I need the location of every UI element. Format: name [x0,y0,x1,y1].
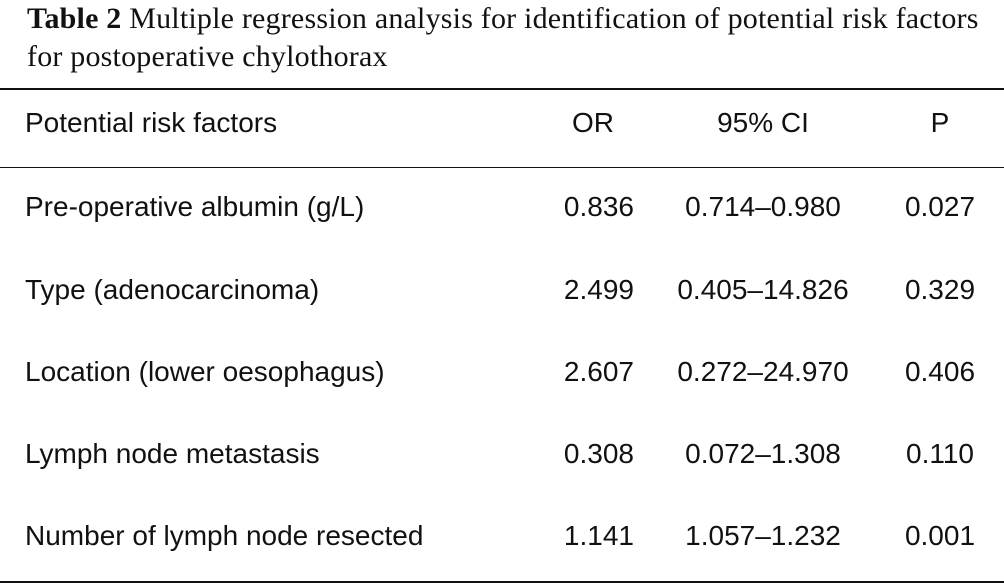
row-p: 0.027 [904,191,976,222]
row-or: 2.607 [563,356,634,387]
row-ci: 0.072–1.308 [685,438,841,469]
table-header-rule [0,167,1004,168]
table-caption: Table 2 Multiple regression analysis for… [27,0,987,76]
header-ci: 95% CI [717,107,809,138]
row-or: 0.836 [563,191,634,222]
table-top-rule [0,88,1004,90]
row-ci: 0.714–0.980 [685,191,841,222]
row-factor: Number of lymph node resected [25,520,424,551]
row-p: 0.110 [906,438,974,469]
header-or: OR [572,107,614,138]
row-factor: Location (lower oesophagus) [25,356,385,387]
row-p: 0.406 [904,356,976,387]
row-factor: Lymph node metastasis [25,438,320,469]
table-caption-label: Table 2 [27,2,122,35]
header-factor: Potential risk factors [25,107,278,138]
row-or: 0.308 [563,438,634,469]
row-p: 0.329 [904,274,976,305]
row-or: 2.499 [563,274,634,305]
row-factor: Pre-operative albumin (g/L) [25,191,365,222]
table-bottom-rule [0,581,1004,583]
header-p: P [930,107,950,138]
row-or: 1.141 [563,520,634,551]
row-ci: 1.057–1.232 [685,520,841,551]
table-caption-text: Multiple regression analysis for identif… [27,2,979,73]
row-factor: Type (adenocarcinoma) [25,274,320,305]
row-p: 0.001 [904,520,976,551]
row-ci: 0.405–14.826 [677,274,849,305]
row-ci: 0.272–24.970 [677,356,849,387]
